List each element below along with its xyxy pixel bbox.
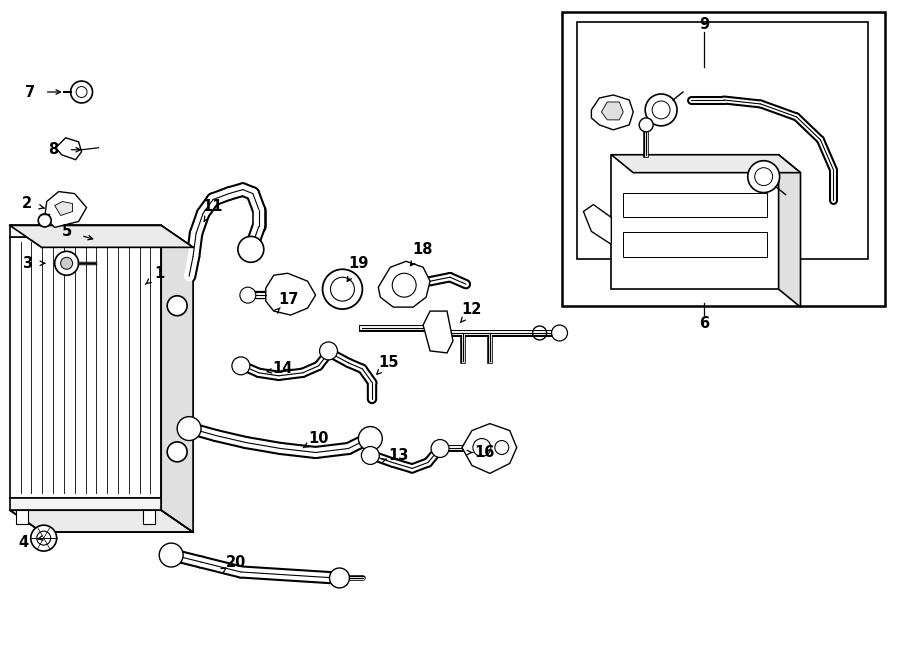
Bar (143, 510, 155, 524)
Text: 3: 3 (22, 256, 32, 271)
Circle shape (552, 325, 568, 341)
Polygon shape (591, 95, 634, 130)
Text: 8: 8 (49, 142, 58, 157)
Polygon shape (45, 192, 86, 227)
Circle shape (238, 237, 264, 262)
Text: 17: 17 (278, 292, 299, 307)
Text: 16: 16 (474, 445, 495, 460)
Circle shape (431, 440, 449, 457)
Circle shape (167, 295, 187, 316)
Text: 10: 10 (309, 431, 328, 446)
Text: 5: 5 (61, 224, 72, 239)
Circle shape (748, 161, 779, 192)
Text: 7: 7 (24, 85, 35, 100)
Polygon shape (161, 225, 194, 532)
Polygon shape (778, 155, 800, 307)
Bar (40, 219, 50, 225)
Bar (562, 13, 886, 306)
Text: 2: 2 (22, 196, 32, 211)
Polygon shape (10, 237, 161, 498)
Polygon shape (10, 498, 161, 510)
Text: 11: 11 (202, 199, 223, 214)
Circle shape (645, 94, 677, 126)
Bar (624, 192, 767, 217)
Polygon shape (611, 155, 778, 289)
Text: 6: 6 (699, 315, 709, 330)
Polygon shape (56, 137, 82, 160)
Bar (624, 233, 767, 257)
Circle shape (240, 287, 256, 303)
Circle shape (159, 543, 183, 567)
Text: 20: 20 (226, 555, 246, 570)
Text: 15: 15 (378, 356, 399, 370)
Circle shape (31, 525, 57, 551)
Text: 18: 18 (412, 242, 432, 257)
Circle shape (60, 257, 73, 269)
Polygon shape (266, 273, 316, 315)
Polygon shape (10, 510, 194, 532)
Polygon shape (583, 204, 611, 245)
Circle shape (55, 251, 78, 275)
Bar (16, 510, 28, 524)
Text: 13: 13 (388, 448, 409, 463)
Polygon shape (10, 225, 194, 247)
Circle shape (329, 568, 349, 588)
Text: 1: 1 (154, 266, 165, 281)
Circle shape (38, 214, 51, 227)
Circle shape (362, 447, 379, 465)
Circle shape (177, 416, 201, 440)
Bar (578, 22, 868, 259)
Text: 12: 12 (462, 301, 482, 317)
Polygon shape (378, 261, 430, 307)
Polygon shape (10, 225, 161, 237)
Circle shape (322, 269, 363, 309)
Polygon shape (55, 202, 73, 215)
Circle shape (639, 118, 653, 132)
Circle shape (167, 442, 187, 462)
Circle shape (232, 357, 250, 375)
Polygon shape (601, 102, 624, 120)
Text: 9: 9 (699, 17, 709, 32)
Polygon shape (611, 155, 800, 173)
Circle shape (358, 426, 382, 451)
Polygon shape (423, 311, 453, 353)
Polygon shape (462, 424, 517, 473)
Text: 19: 19 (348, 256, 369, 271)
Circle shape (320, 342, 338, 360)
Text: 4: 4 (19, 535, 29, 549)
Circle shape (70, 81, 93, 103)
Text: 14: 14 (273, 362, 292, 376)
